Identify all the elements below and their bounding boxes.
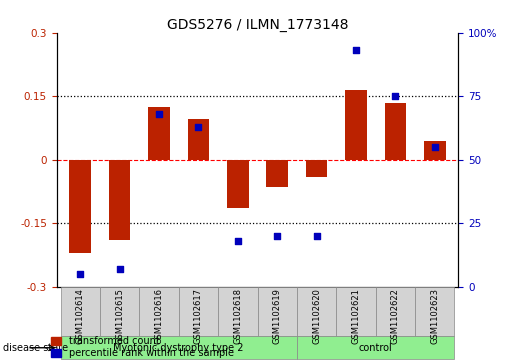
Point — [431, 144, 439, 150]
Legend: transformed count, percentile rank within the sample: transformed count, percentile rank withi… — [51, 336, 234, 358]
Bar — [187, 119, 209, 160]
Bar — [345, 90, 367, 160]
Point — [313, 233, 321, 239]
Bar — [218, 287, 258, 336]
Text: GSM1102615: GSM1102615 — [115, 288, 124, 344]
Point — [155, 111, 163, 117]
Point — [391, 93, 400, 99]
Text: GSM1102622: GSM1102622 — [391, 288, 400, 344]
Text: Myotonic dystrophy type 2: Myotonic dystrophy type 2 — [113, 343, 244, 353]
Point — [273, 233, 281, 239]
Bar — [415, 287, 454, 336]
Text: GSM1102618: GSM1102618 — [233, 288, 243, 344]
Text: GSM1102616: GSM1102616 — [154, 288, 164, 344]
Bar — [336, 287, 375, 336]
Bar — [61, 287, 100, 336]
Bar — [375, 287, 415, 336]
Bar — [109, 160, 130, 240]
Bar — [61, 336, 297, 359]
Text: GSM1102620: GSM1102620 — [312, 288, 321, 344]
Text: GSM1102621: GSM1102621 — [351, 288, 360, 344]
Bar — [227, 160, 249, 208]
Point — [194, 124, 202, 130]
Bar — [140, 287, 179, 336]
Point — [352, 48, 360, 53]
Bar — [258, 287, 297, 336]
Text: GSM1102617: GSM1102617 — [194, 288, 203, 344]
Text: disease state: disease state — [3, 343, 67, 353]
Text: control: control — [359, 343, 392, 353]
Bar — [297, 287, 336, 336]
Point — [234, 238, 242, 244]
Bar — [70, 160, 91, 253]
Text: GSM1102619: GSM1102619 — [272, 288, 282, 344]
Point — [76, 271, 84, 277]
Bar — [424, 141, 445, 160]
Point — [115, 266, 124, 272]
Bar — [179, 287, 218, 336]
Bar — [306, 160, 328, 177]
Bar — [297, 336, 454, 359]
Text: GSM1102623: GSM1102623 — [430, 288, 439, 344]
Text: GSM1102614: GSM1102614 — [76, 288, 85, 344]
Bar — [148, 107, 170, 160]
Bar — [266, 160, 288, 187]
Title: GDS5276 / ILMN_1773148: GDS5276 / ILMN_1773148 — [167, 18, 348, 32]
Bar — [385, 102, 406, 160]
Bar — [100, 287, 140, 336]
